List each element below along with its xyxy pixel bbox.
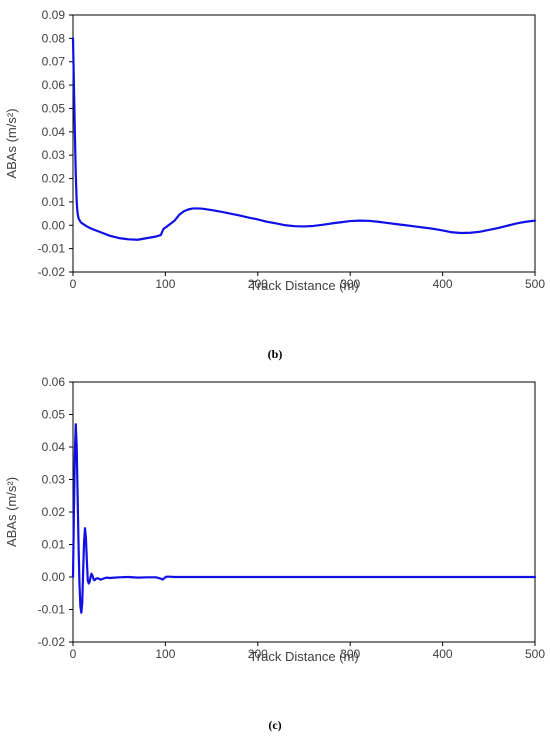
y-tick-label: 0.09 <box>42 8 66 22</box>
x-axis-title: Track Distance (m) <box>249 649 358 664</box>
chart-1: -0.02 -0.01 0.00 0.01 0.02 0.03 0.04 0.05 0.06 0.… <box>4 8 545 293</box>
plot-frame <box>72 381 536 643</box>
y-tick-label: 0.01 <box>42 195 66 209</box>
y-tick-label: 0.04 <box>42 440 66 454</box>
x-tick-label: 500 <box>525 647 545 661</box>
y-tick-label: 0.08 <box>42 31 66 45</box>
y-tick-label: 0.02 <box>42 172 66 186</box>
x-tick-label: 100 <box>155 647 175 661</box>
y-tick-label: -0.01 <box>38 603 66 617</box>
plot-frame <box>72 14 536 273</box>
x-tick-label: 0 <box>70 647 77 661</box>
y-tick-label: 0.06 <box>42 375 66 389</box>
y-tick-label: -0.02 <box>38 265 66 279</box>
x-tick-label: 200 <box>248 277 268 291</box>
y-tick-label: 0.01 <box>42 538 66 552</box>
y-axis-title: ABAs (m/s²) <box>4 108 19 178</box>
y-tick-label: 0.05 <box>42 408 66 422</box>
y-tick-label: 0.03 <box>42 473 66 487</box>
x-tick-label: 300 <box>340 277 360 291</box>
figure-caption: (c) <box>268 718 281 732</box>
y-tick-label: 0.02 <box>42 505 66 519</box>
x-tick-label: 500 <box>525 277 545 291</box>
x-tick-label: 400 <box>433 647 453 661</box>
x-tick-label: 300 <box>340 647 360 661</box>
chart-2: -0.02 -0.01 0.00 0.01 0.02 0.03 0.04 0.05 0.06 0 1… <box>4 375 545 664</box>
y-tick-label: 0.04 <box>42 125 66 139</box>
y-tick-label: 0.00 <box>42 570 66 584</box>
x-tick-label: 0 <box>70 277 77 291</box>
y-tick-label: 0.06 <box>42 78 66 92</box>
y-tick-label: 0.03 <box>42 148 66 162</box>
y-tick-label: -0.01 <box>38 242 66 256</box>
x-tick-label: 200 <box>248 647 268 661</box>
y-tick-label: 0.00 <box>42 218 66 232</box>
series-line-1 <box>71 37 537 241</box>
figure-caption: (b) <box>268 347 283 361</box>
y-tick-label: 0.07 <box>42 55 66 69</box>
y-tick-label: 0.05 <box>42 101 66 115</box>
x-axis-title: Track Distance (m) <box>249 278 358 293</box>
y-axis-title: ABAs (m/s²) <box>4 477 19 547</box>
y-tick-label: -0.02 <box>38 635 66 649</box>
x-tick-label: 400 <box>433 277 453 291</box>
x-tick-label: 100 <box>155 277 175 291</box>
series-line-1 <box>71 423 537 614</box>
